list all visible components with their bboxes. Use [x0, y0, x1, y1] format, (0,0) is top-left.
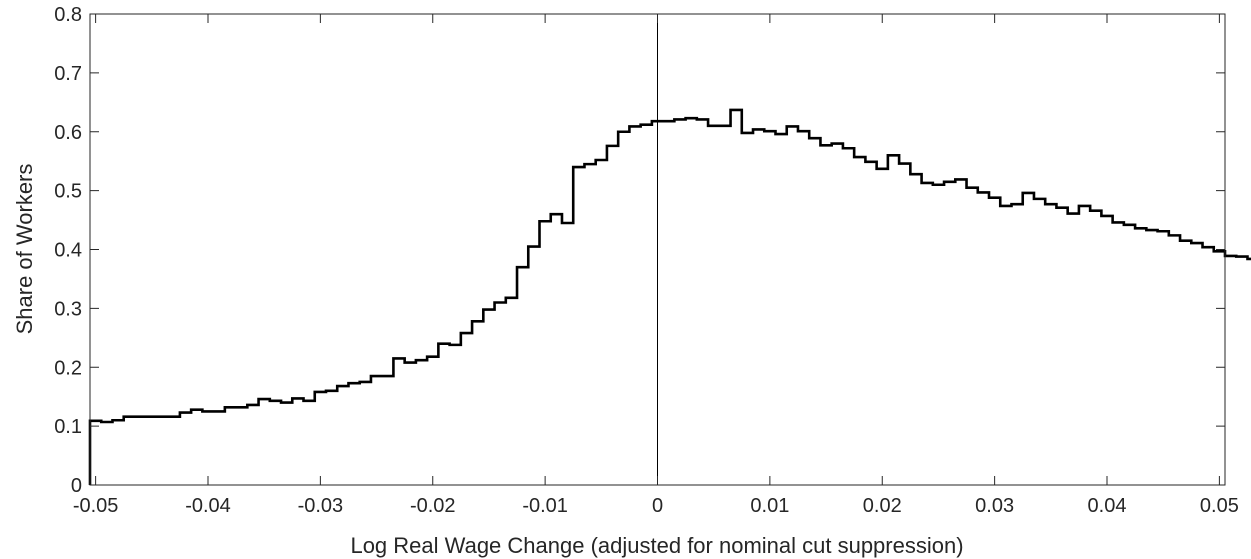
x-tick-label: 0.03 [975, 495, 1014, 517]
x-tick-label: 0.02 [863, 495, 902, 517]
x-tick-label: 0.01 [750, 495, 789, 517]
x-tick-label: -0.03 [298, 495, 344, 517]
histogram-series-0 [88, 108, 1251, 485]
y-tick-label: 0.8 [54, 4, 82, 26]
x-tick-label: 0 [652, 495, 663, 517]
y-tick-label: 0.3 [54, 298, 82, 320]
y-tick-label: 0.6 [54, 122, 82, 144]
y-tick-label: 0 [71, 475, 82, 497]
y-tick-label: 0.5 [54, 181, 82, 203]
y-tick-label: 0.4 [54, 240, 82, 262]
x-tick-label: -0.04 [185, 495, 231, 517]
x-axis-title: Log Real Wage Change (adjusted for nomin… [350, 533, 963, 558]
y-tick-label: 0.1 [54, 416, 82, 438]
x-tick-label: 0.05 [1200, 495, 1239, 517]
x-tick-label: -0.01 [522, 495, 568, 517]
x-tick-label: -0.02 [410, 495, 456, 517]
x-tick-label: -0.05 [73, 495, 119, 517]
y-tick-label: 0.7 [54, 63, 82, 85]
y-axis-title: Share of Workers [12, 164, 37, 335]
x-tick-label: 0.04 [1088, 495, 1127, 517]
y-tick-label: 0.2 [54, 357, 82, 379]
